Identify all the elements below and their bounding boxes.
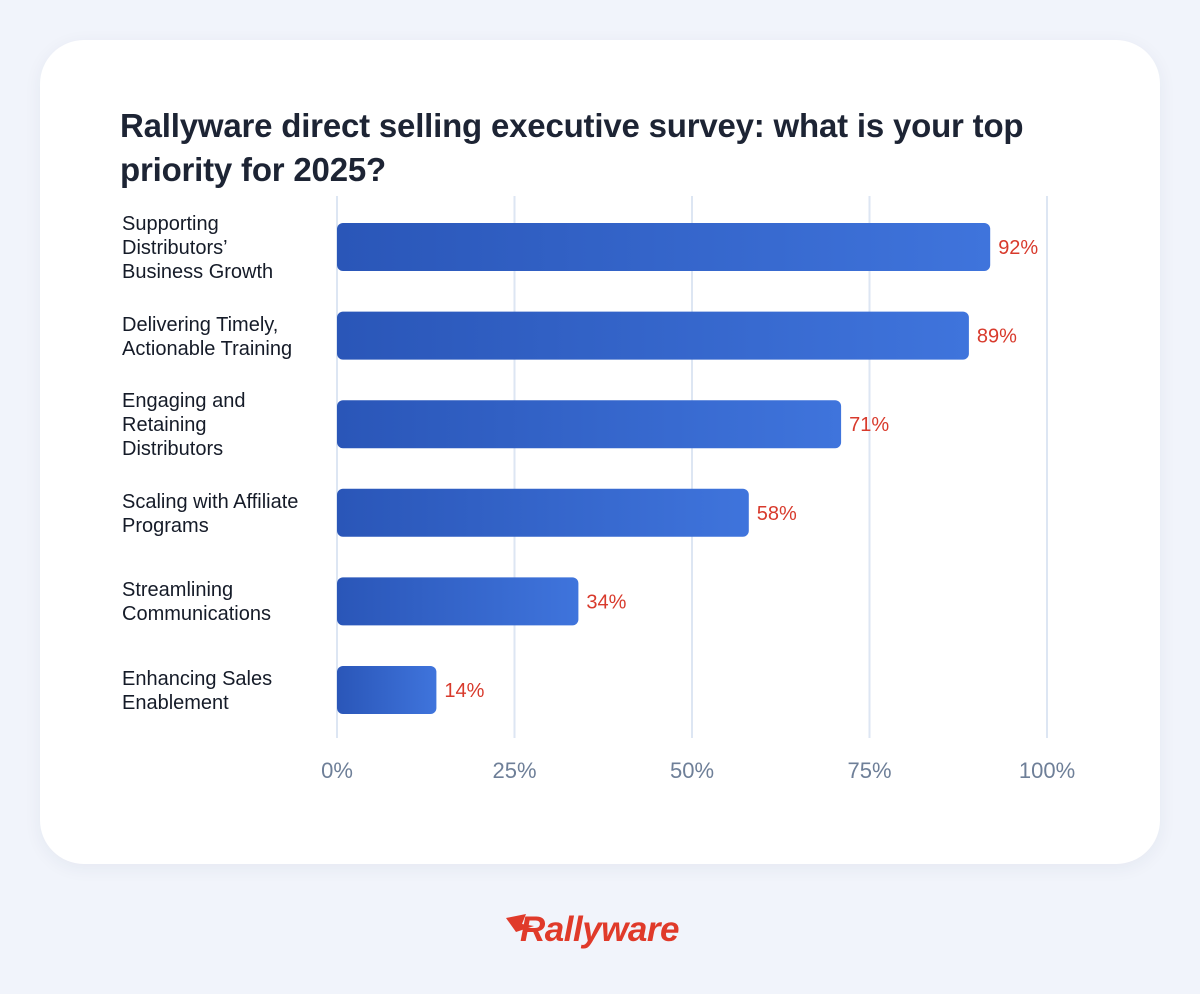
bar (337, 311, 969, 360)
category-label-line: Enablement (122, 692, 229, 714)
bar (337, 577, 579, 626)
bar (337, 488, 749, 537)
bars (337, 223, 991, 714)
category-label-line: Distributors (122, 438, 224, 461)
category-label-line: Scaling with Affiliate (122, 490, 299, 513)
category-label: Supporting Distributors’ Business Growth (122, 212, 332, 284)
bar-value-label: 89% (977, 326, 1017, 348)
value-labels: 92% 89% 71% 58% 34% 14% (444, 237, 1038, 702)
gridlines (336, 196, 1048, 738)
chart-title: Rallyware direct selling executive surve… (120, 107, 1024, 188)
category-label: Scaling with Affiliate Programs (122, 490, 332, 538)
bar-value-label: 14% (444, 680, 484, 702)
x-tick-label: 0% (321, 758, 353, 783)
category-label-line: Actionable Training (122, 337, 293, 360)
category-label-line: Supporting (122, 213, 219, 235)
chart-card (40, 40, 1160, 864)
category-label-line: Engaging and (122, 390, 246, 413)
category-label-line: Delivering Timely, (122, 313, 279, 336)
x-tick-label: 100% (1019, 758, 1075, 783)
category-label: Streamlining Communications (122, 578, 332, 626)
category-label-line: Distributors’ (122, 237, 228, 259)
category-label: Delivering Timely, Actionable Training (122, 313, 332, 361)
category-label: Enhancing Sales Enablement (122, 667, 332, 715)
bar (337, 666, 437, 714)
x-axis-ticks: 0% 25% 50% 75% 100% (321, 758, 1075, 783)
bar (337, 400, 842, 449)
category-label-line: Streamlining (122, 579, 234, 602)
logo-wordmark: Rallyware (520, 910, 679, 949)
bar-value-label: 34% (586, 591, 626, 613)
x-tick-label: 50% (670, 758, 714, 783)
bar-value-label: 58% (757, 503, 797, 525)
category-label-line: Communications (122, 603, 271, 626)
rallyware-logo: Rallyware (500, 906, 700, 956)
category-label: Engaging and Retaining Distributors (122, 389, 332, 461)
x-tick-label: 75% (847, 758, 891, 783)
flag-icon (506, 914, 534, 932)
x-tick-label: 25% (492, 758, 536, 783)
bar-value-label: 71% (849, 414, 889, 436)
bar-value-label: 92% (998, 237, 1038, 259)
bar (337, 223, 991, 271)
category-label-line: Programs (122, 514, 209, 537)
category-label-line: Business Growth (122, 261, 274, 283)
category-label-line: Enhancing Sales (122, 668, 273, 690)
category-label-line: Retaining (122, 414, 207, 437)
